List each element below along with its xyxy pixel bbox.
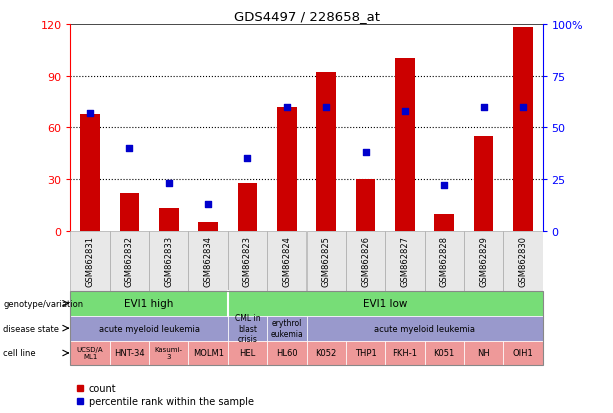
Text: percentile rank within the sample: percentile rank within the sample xyxy=(89,396,254,406)
Text: disease state: disease state xyxy=(3,324,59,333)
Bar xyxy=(356,180,375,231)
Bar xyxy=(80,114,100,231)
Text: OIH1: OIH1 xyxy=(512,349,533,358)
Bar xyxy=(464,231,503,291)
Point xyxy=(518,104,528,111)
Bar xyxy=(395,59,414,231)
Text: HNT-34: HNT-34 xyxy=(114,349,145,358)
Text: acute myeloid leukemia: acute myeloid leukemia xyxy=(99,324,200,333)
Bar xyxy=(159,209,178,231)
Text: GSM862833: GSM862833 xyxy=(164,236,173,287)
Point xyxy=(282,104,292,111)
Bar xyxy=(424,231,464,291)
Text: Kasumi-
3: Kasumi- 3 xyxy=(155,347,183,360)
Text: GSM862834: GSM862834 xyxy=(204,236,213,287)
Point xyxy=(360,150,370,156)
Point xyxy=(204,201,213,208)
Text: NH: NH xyxy=(477,349,490,358)
Bar xyxy=(346,231,385,291)
Text: CML in
blast
crisis: CML in blast crisis xyxy=(235,313,261,343)
Bar xyxy=(513,28,533,231)
Text: GDS4497 / 228658_at: GDS4497 / 228658_at xyxy=(234,10,379,23)
Text: count: count xyxy=(89,383,116,393)
Text: GSM862828: GSM862828 xyxy=(440,236,449,287)
Point xyxy=(124,145,134,152)
Text: K052: K052 xyxy=(316,349,337,358)
Text: EVI1 low: EVI1 low xyxy=(363,299,408,309)
Bar xyxy=(189,231,228,291)
Text: EVI1 high: EVI1 high xyxy=(124,299,174,309)
Text: K051: K051 xyxy=(433,349,455,358)
Bar xyxy=(316,73,336,231)
Point xyxy=(400,108,409,115)
Text: GSM862829: GSM862829 xyxy=(479,236,488,287)
Bar xyxy=(70,231,110,291)
Bar xyxy=(267,231,306,291)
Text: GSM862824: GSM862824 xyxy=(283,236,291,287)
Text: FKH-1: FKH-1 xyxy=(392,349,417,358)
Text: acute myeloid leukemia: acute myeloid leukemia xyxy=(374,324,475,333)
Bar xyxy=(199,223,218,231)
Text: GSM862823: GSM862823 xyxy=(243,236,252,287)
Bar xyxy=(277,107,297,231)
Text: GSM862831: GSM862831 xyxy=(86,236,94,287)
Text: GSM862832: GSM862832 xyxy=(125,236,134,287)
Point xyxy=(479,104,489,111)
Text: genotype/variation: genotype/variation xyxy=(3,299,83,308)
Point xyxy=(440,183,449,189)
Bar xyxy=(435,214,454,231)
Bar xyxy=(474,137,493,231)
Bar xyxy=(503,231,543,291)
Text: cell line: cell line xyxy=(3,349,36,358)
Point xyxy=(85,110,95,117)
Point xyxy=(164,180,173,187)
Bar xyxy=(228,231,267,291)
Text: erythrol
eukemia: erythrol eukemia xyxy=(270,319,303,338)
Text: HL60: HL60 xyxy=(276,349,298,358)
Text: HEL: HEL xyxy=(239,349,256,358)
Bar xyxy=(120,193,139,231)
Text: GSM862826: GSM862826 xyxy=(361,236,370,287)
Text: THP1: THP1 xyxy=(355,349,376,358)
Bar xyxy=(238,183,257,231)
Text: UCSD/A
ML1: UCSD/A ML1 xyxy=(77,347,104,360)
Bar xyxy=(306,231,346,291)
Bar xyxy=(110,231,149,291)
Point xyxy=(321,104,331,111)
Bar xyxy=(149,231,189,291)
Text: GSM862830: GSM862830 xyxy=(519,236,527,287)
Point xyxy=(243,156,253,162)
Text: GSM862825: GSM862825 xyxy=(322,236,330,287)
Text: GSM862827: GSM862827 xyxy=(400,236,409,287)
Text: MOLM1: MOLM1 xyxy=(192,349,224,358)
Bar xyxy=(385,231,424,291)
